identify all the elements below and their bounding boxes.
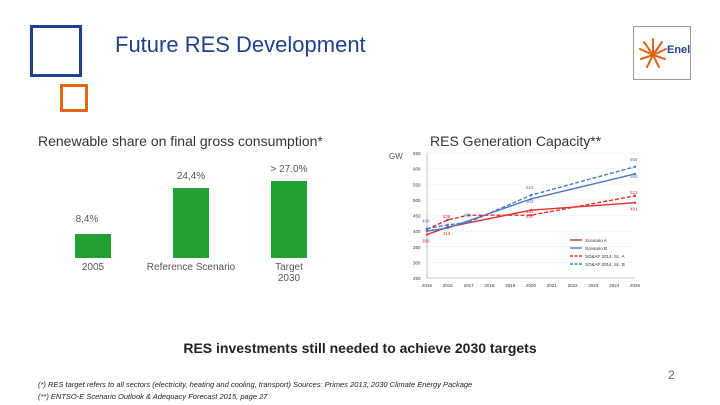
bar-value-label-1: 24,4% xyxy=(176,171,206,182)
series-0-label-0: 389 xyxy=(422,239,430,244)
y-tick-label-5: 500 xyxy=(413,198,421,203)
y-tick-label-8: 650 xyxy=(413,151,421,156)
renewable-share-chart: 8,4% 2005 24,4% Reference Scenario > 27.0% Ta… xyxy=(0,0,370,300)
series-1-label-2: 503 xyxy=(526,199,534,204)
y-axis-unit-label: GW xyxy=(389,152,403,161)
x-tick-label-8: 2023 xyxy=(588,283,599,288)
series-3-point-1 xyxy=(446,223,449,227)
series-0-label-2: 467 xyxy=(526,214,534,219)
res-capacity-chart: GW 250 300 350 400 450 500 550 600 650 2015 2016 201… xyxy=(389,151,641,288)
series-3-point-0 xyxy=(425,227,429,230)
y-tick-label-1: 300 xyxy=(413,260,421,265)
bar-0 xyxy=(75,233,111,258)
series-2-point-2 xyxy=(467,213,470,217)
legend-label-3: SO&AF 2014, Sc. B xyxy=(585,262,625,267)
series-1-point-3 xyxy=(633,172,637,176)
y-tick-label-4: 450 xyxy=(413,214,421,219)
right-chart-title: RES Generation Capacity** xyxy=(430,133,602,149)
series-2-label-4: 513 xyxy=(630,190,638,195)
x-tick-label-3: 2018 xyxy=(484,283,495,288)
series-2-point-4 xyxy=(633,194,637,198)
series-line-3 xyxy=(426,166,636,230)
y-tick-label-3: 400 xyxy=(413,229,421,234)
series-2-point-3 xyxy=(529,213,533,217)
series-0-label-1: 413 xyxy=(443,231,451,236)
enel-logo: Enel xyxy=(633,26,691,80)
x-tick-label-1: 2016 xyxy=(443,283,454,288)
x-tick-label-7: 2022 xyxy=(568,283,579,288)
series-0-point-0 xyxy=(425,233,429,236)
category-label-1: Reference Scenario xyxy=(146,262,236,273)
series-3-label-3: 515 xyxy=(526,185,534,190)
series-1-point-0 xyxy=(425,229,429,233)
legend-label-1: Scenario B xyxy=(585,246,607,251)
enel-sunburst-icon xyxy=(639,38,667,68)
legend-label-2: SO&AF 2014, Sc. A xyxy=(585,254,625,259)
series-0-point-3 xyxy=(633,201,637,204)
bar-1 xyxy=(173,188,209,258)
x-tick-label-9: 2024 xyxy=(609,283,620,288)
bar-value-label-0: 8,4% xyxy=(75,213,99,225)
footnote-2: (**) ENTSO-E Scenario Outlook & Adequacy… xyxy=(38,392,268,401)
y-tick-label-0: 250 xyxy=(413,276,421,281)
left-chart-title: Renewable share on final gross consumpti… xyxy=(38,133,323,149)
bar-2 xyxy=(271,180,307,258)
series-1-point-1 xyxy=(446,226,449,230)
series-3-label-0: 408 xyxy=(422,219,430,224)
series-3-point-4 xyxy=(633,165,637,168)
series-3-label-2: 428 xyxy=(464,212,472,217)
footnote-1: (*) RES target refers to all sectors (el… xyxy=(38,380,473,389)
category-label-2: Target 2030 xyxy=(275,262,303,284)
legend-label-0: Scenario A xyxy=(585,238,607,243)
series-3-point-3 xyxy=(529,193,533,197)
series-3-label-4: 606 xyxy=(630,157,638,162)
series-1-point-2 xyxy=(529,197,533,201)
series-1-label-3: 583 xyxy=(630,174,638,179)
y-tick-label-6: 550 xyxy=(413,182,421,187)
x-tick-label-2: 2017 xyxy=(464,283,475,288)
bar-value-label-2: > 27.0% xyxy=(270,163,308,175)
x-tick-label-0: 2015 xyxy=(422,283,433,288)
series-line-0 xyxy=(426,201,636,236)
bottom-heading: RES investments still needed to achieve … xyxy=(183,340,537,356)
series-2-point-1 xyxy=(446,218,449,222)
series-2-label-3: 451 xyxy=(526,209,534,214)
x-tick-label-10: 2025 xyxy=(630,283,641,288)
x-tick-label-6: 2021 xyxy=(547,283,558,288)
x-tick-label-4: 2019 xyxy=(505,283,516,288)
series-0-point-2 xyxy=(529,208,533,212)
series-3-point-2 xyxy=(467,221,470,224)
logo-text: Enel xyxy=(667,44,691,56)
category-label-0: 2005 xyxy=(81,262,105,273)
page-number: 2 xyxy=(668,368,675,382)
decorative-blue-square xyxy=(30,25,82,77)
series-line-1 xyxy=(426,173,636,232)
series-2-label-1: 436 xyxy=(443,214,451,219)
y-tick-label-2: 350 xyxy=(413,245,421,250)
y-tick-label-7: 600 xyxy=(413,167,421,172)
decorative-orange-square xyxy=(60,84,88,112)
series-0-label-3: 491 xyxy=(630,207,638,212)
slide-title: Future RES Development xyxy=(115,32,366,57)
x-tick-label-5: 2020 xyxy=(526,283,537,288)
